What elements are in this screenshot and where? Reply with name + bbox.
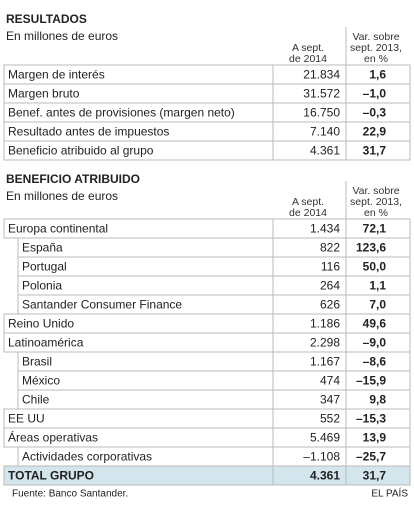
column-header: sept. 2013, [350,196,402,208]
total-row-bg [4,466,410,485]
row-label: Benef. antes de provisiones (margen neto… [8,106,235,120]
source: Fuente: Banco Santander. [12,489,128,500]
column-header: en % [364,53,388,65]
row-label: Polonia [22,279,62,293]
row-label: Reino Unido [8,317,74,331]
row-value: 4.361 [310,469,340,483]
column-header: A sept. [292,196,324,208]
row-variation: –1,0 [363,87,387,101]
row-value: 264 [320,279,340,293]
row-value: 626 [320,298,340,312]
row-variation: –8,6 [363,355,387,369]
row-variation: 49,6 [363,317,387,331]
row-variation: –9,0 [363,336,387,350]
row-variation: 22,9 [363,125,387,139]
row-label: Chile [22,393,50,407]
row-label: Latinoamérica [8,336,84,350]
row-value: 5.469 [310,431,340,445]
row-label: Brasil [22,355,52,369]
cell [345,140,411,161]
row-variation: –0,3 [363,106,387,120]
row-label: Portugal [22,260,67,274]
row-label: Europa continental [8,222,108,236]
row-variation: 9,8 [369,393,386,407]
row-value: 116 [321,260,340,274]
row-label: TOTAL GRUPO [8,469,94,483]
section-title: BENEFICIO ATRIBUIDO [6,172,140,186]
row-value: 16.750 [303,106,340,120]
row-label: Margen bruto [8,87,80,101]
row-value: 4.361 [310,144,340,158]
cell [17,351,274,372]
section-subtitle: En millones de euros [6,189,118,203]
row-variation: 50,0 [363,260,387,274]
column-header: de 2014 [289,53,327,65]
row-variation: 7,0 [369,298,386,312]
row-label: EE UU [8,412,45,426]
row-label: Actividades corporativas [22,450,152,464]
row-value: 1.434 [310,222,340,236]
row-variation: 31,7 [363,469,387,483]
column-header: en % [364,207,388,219]
row-value: 474 [320,374,340,388]
row-value: 822 [320,241,340,255]
row-variation: 1,1 [369,279,386,293]
section-title: RESULTADOS [6,12,87,26]
row-value: –1.108 [303,450,340,464]
row-variation: 31,7 [363,144,387,158]
cell [17,389,274,410]
row-variation: 1,6 [369,68,386,82]
row-value: 347 [320,393,340,407]
row-value: 1.186 [310,317,340,331]
row-value: 7.140 [310,125,340,139]
row-variation: –15,9 [356,374,386,388]
row-label: Margen de interés [8,68,105,82]
column-header: sept. 2013, [350,42,402,54]
row-label: Santander Consumer Finance [22,298,182,312]
row-value: 21.834 [303,68,340,82]
row-label: Beneficio atribuido al grupo [8,144,154,158]
row-label: Resultado antes de impuestos [8,125,169,139]
row-value: 1.167 [310,355,340,369]
row-variation: 13,9 [363,431,387,445]
row-label: México [22,374,60,388]
row-variation: –25,7 [356,450,386,464]
row-value: 552 [320,412,340,426]
brand: EL PAÍS [371,487,408,500]
row-label: Áreas operativas [8,430,98,445]
section-subtitle: En millones de euros [6,29,118,43]
column-header: Var. sobre [352,185,399,197]
row-variation: –15,3 [356,412,386,426]
cell [345,465,411,486]
row-label: España [22,241,63,255]
row-value: 2.298 [310,336,340,350]
column-header: Var. sobre [352,31,399,43]
row-variation: 123,6 [356,241,386,255]
row-variation: 72,1 [363,222,387,236]
column-header: A sept. [292,42,324,54]
row-value: 31.572 [303,87,340,101]
column-header: de 2014 [289,207,327,219]
